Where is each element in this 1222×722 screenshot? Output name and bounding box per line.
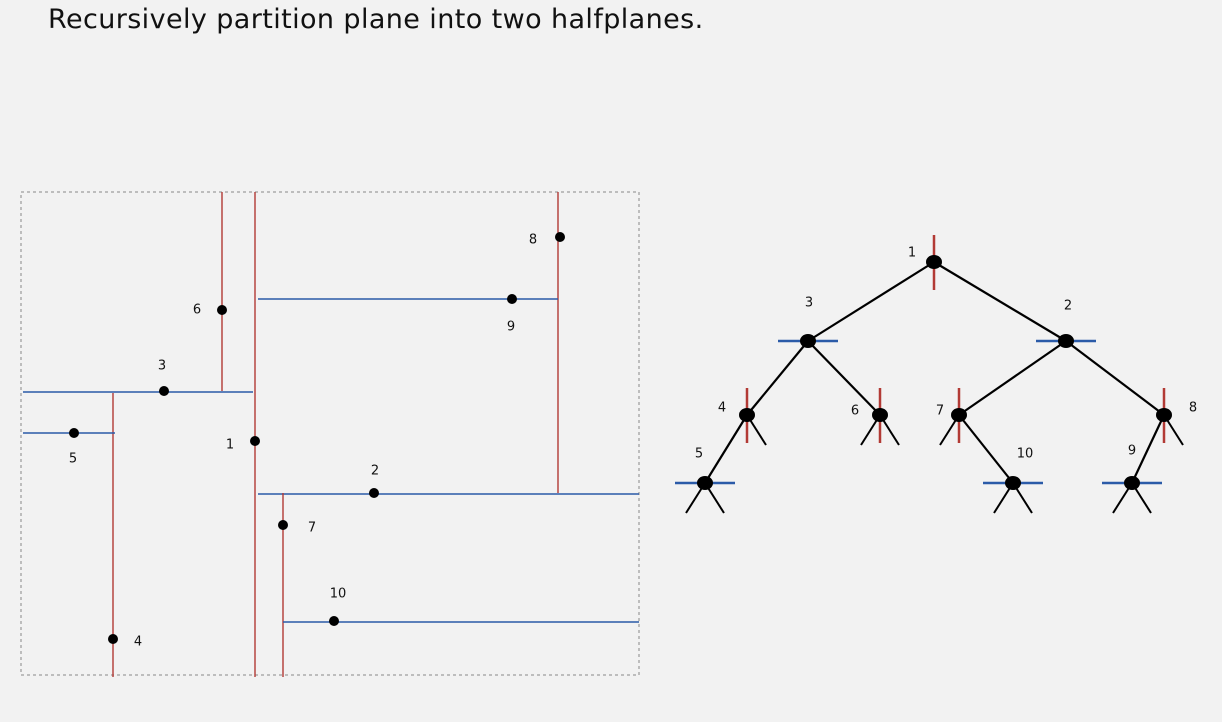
tree-edge-1-2 <box>933 261 1067 342</box>
point-label-2: 2 <box>371 464 379 479</box>
point-8 <box>555 232 565 242</box>
tree-node-9 <box>1124 476 1140 490</box>
point-label-4: 4 <box>134 635 142 650</box>
tree-node-2 <box>1058 334 1074 348</box>
tree-edge-7-10 <box>958 414 1014 484</box>
tree-edge-3-4 <box>746 340 809 416</box>
tree-node-3 <box>800 334 816 348</box>
point-2 <box>369 488 379 498</box>
point-label-8: 8 <box>529 233 537 248</box>
tree-node-label-8: 8 <box>1189 401 1197 416</box>
point-3 <box>159 386 169 396</box>
point-label-1: 1 <box>226 438 234 453</box>
tree-node-label-4: 4 <box>718 401 726 416</box>
tree-node-label-6: 6 <box>851 404 859 419</box>
tree-edge-2-7 <box>958 340 1067 416</box>
tree-node-label-1: 1 <box>908 246 916 261</box>
point-10 <box>329 616 339 626</box>
point-label-5: 5 <box>69 452 77 467</box>
point-label-7: 7 <box>308 521 316 536</box>
point-1 <box>250 436 260 446</box>
tree-edge-3-6 <box>807 340 881 416</box>
tree-node-7 <box>951 408 967 422</box>
kd-tree-diagram: 1 3 2 4 6 7 8 5 10 9 <box>675 235 1197 514</box>
tree-edge-4-5 <box>704 414 748 484</box>
plane-partition-diagram: 1 2 3 4 5 6 7 8 9 10 <box>20 191 640 677</box>
point-4 <box>108 634 118 644</box>
tree-node-label-7: 7 <box>936 404 944 419</box>
tree-node-label-3: 3 <box>805 296 813 311</box>
point-5 <box>69 428 79 438</box>
tree-node-4 <box>739 408 755 422</box>
point-6 <box>217 305 227 315</box>
point-7 <box>278 520 288 530</box>
tree-node-10 <box>1005 476 1021 490</box>
point-9 <box>507 294 517 304</box>
point-label-9: 9 <box>507 320 515 335</box>
point-label-3: 3 <box>158 359 166 374</box>
tree-node-8 <box>1156 408 1172 422</box>
tree-node-label-5: 5 <box>695 447 703 462</box>
tree-node-6 <box>872 408 888 422</box>
tree-edge-2-8 <box>1065 340 1165 416</box>
tree-node-label-9: 9 <box>1128 444 1136 459</box>
point-label-10: 10 <box>330 587 347 602</box>
tree-node-1 <box>926 255 942 269</box>
tree-edge-1-3 <box>807 261 935 342</box>
plane-frame <box>20 191 640 676</box>
tree-node-label-2: 2 <box>1064 299 1072 314</box>
tree-node-label-10: 10 <box>1017 447 1034 462</box>
slide-title: Recursively partition plane into two hal… <box>48 4 704 35</box>
point-label-6: 6 <box>193 303 201 318</box>
tree-node-5 <box>697 476 713 490</box>
tree-edge-8-9 <box>1131 414 1165 484</box>
